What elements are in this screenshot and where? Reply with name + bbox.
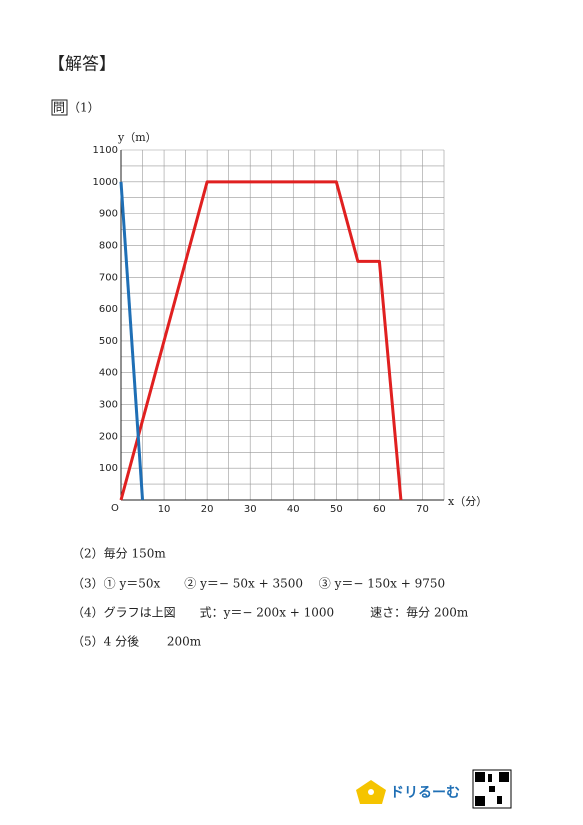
- x-tick-label: 20: [201, 504, 214, 515]
- y-tick-label: 100: [99, 463, 118, 474]
- x-tick-label: 50: [330, 504, 343, 515]
- question-number: （1）: [68, 101, 100, 115]
- answer: （4）グラフは上図 式：y＝− 200x + 1000 速さ：毎分 200m: [72, 605, 469, 620]
- y-tick-label: 300: [99, 400, 118, 411]
- title: 【解答】: [48, 55, 116, 75]
- x-tick-label: 60: [373, 504, 386, 515]
- y-axis-label: y（m）: [117, 131, 157, 144]
- answer: （2）毎分 150m: [72, 546, 166, 561]
- question-box: [51, 99, 68, 116]
- x-tick-label: 40: [287, 504, 300, 515]
- y-tick-label: 200: [99, 431, 118, 442]
- qr-code: [472, 769, 512, 809]
- x-tick-label: 70: [416, 504, 429, 515]
- x-tick-label: 30: [244, 504, 257, 515]
- question-mark: 問: [53, 101, 65, 115]
- y-tick-label: 800: [99, 240, 118, 251]
- logo: [356, 780, 386, 804]
- x-axis-label: x（分）: [448, 495, 487, 508]
- y-tick-label: 700: [99, 272, 118, 283]
- data-line: [119, 181, 145, 501]
- y-tick-label: 400: [99, 368, 118, 379]
- y-tick-label: 1000: [93, 177, 118, 188]
- y-tick-label: 900: [99, 209, 118, 220]
- brand: ドリるーむ: [390, 785, 460, 801]
- y-tick-label: 500: [99, 336, 118, 347]
- origin-label: O: [111, 503, 119, 514]
- y-tick-label: 1100: [93, 145, 118, 156]
- y-tick-label: 600: [99, 304, 118, 315]
- x-tick-label: 10: [158, 504, 171, 515]
- answer: （5）4 分後 200m: [72, 635, 202, 649]
- answer: （3）① y＝50x ② y＝− 50x + 3500 ③ y＝− 150x +…: [72, 577, 445, 591]
- data-line: [119, 180, 403, 501]
